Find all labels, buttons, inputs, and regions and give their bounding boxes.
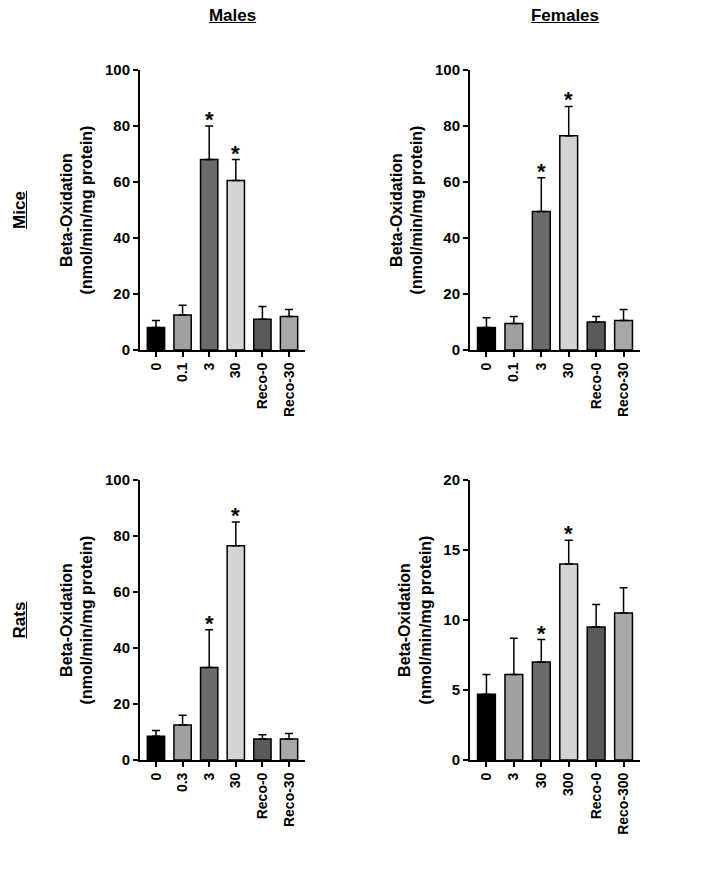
svg-text:30: 30 [560,362,576,378]
svg-text:100: 100 [105,471,130,488]
svg-text:0.1: 0.1 [505,362,521,382]
svg-text:0: 0 [478,362,494,370]
svg-text:0: 0 [122,751,130,768]
svg-text:300: 300 [560,772,576,796]
svg-text:3: 3 [505,772,521,780]
svg-text:5: 5 [452,681,460,698]
html-text:Rats: Rats [10,601,29,639]
svg-text:20: 20 [113,695,130,712]
svg-text:0: 0 [148,362,164,370]
html-text:Mice: Mice [10,191,29,229]
svg-text:100: 100 [435,61,460,78]
svg-text:Reco-30: Reco-30 [615,362,631,417]
svg-text:40: 40 [443,229,460,246]
svg-text:*: * [537,159,546,184]
svg-text:Reco-0: Reco-0 [254,362,270,409]
svg-text:15: 15 [443,541,460,558]
svg-text:*: * [564,521,573,546]
svg-text:Beta-Oxidation(nmol/min/mg pro: Beta-Oxidation(nmol/min/mg protein) [58,536,96,705]
svg-text:Reco-0: Reco-0 [588,772,604,819]
svg-text:Reco-0: Reco-0 [254,772,270,819]
html-text:Males: Males [208,6,257,25]
svg-text:40: 40 [113,639,130,656]
svg-text:3: 3 [201,772,217,780]
svg-text:*: * [205,611,214,636]
svg-text:Beta-Oxidation(nmol/min/mg pro: Beta-Oxidation(nmol/min/mg protein) [396,536,434,705]
svg-text:80: 80 [113,527,130,544]
svg-text:0: 0 [452,751,460,768]
svg-text:20: 20 [443,471,460,488]
svg-text:20: 20 [113,285,130,302]
svg-text:80: 80 [113,117,130,134]
svg-text:20: 20 [443,285,460,302]
svg-text:100: 100 [105,61,130,78]
svg-text:3: 3 [201,362,217,370]
svg-text:60: 60 [443,173,460,190]
svg-text:Beta-Oxidation(nmol/min/mg pro: Beta-Oxidation(nmol/min/mg protein) [388,126,426,295]
svg-text:Reco-300: Reco-300 [615,772,631,834]
svg-text:Reco-30: Reco-30 [281,362,297,417]
svg-text:60: 60 [113,583,130,600]
svg-text:*: * [231,503,240,528]
svg-text:Reco-0: Reco-0 [588,362,604,409]
svg-text:*: * [231,141,240,166]
svg-text:*: * [205,107,214,132]
svg-text:0: 0 [148,772,164,780]
svg-text:30: 30 [227,362,243,378]
html-text:Females: Females [531,6,599,25]
svg-text:0.1: 0.1 [174,362,190,382]
svg-text:10: 10 [443,611,460,628]
svg-text:0.3: 0.3 [174,772,190,792]
svg-text:0: 0 [478,772,494,780]
svg-text:0: 0 [452,341,460,358]
svg-text:30: 30 [533,772,549,788]
svg-text:Beta-Oxidation(nmol/min/mg pro: Beta-Oxidation(nmol/min/mg protein) [58,126,96,295]
svg-text:60: 60 [113,173,130,190]
svg-text:40: 40 [113,229,130,246]
svg-text:*: * [564,87,573,112]
svg-text:3: 3 [533,362,549,370]
svg-text:30: 30 [227,772,243,788]
svg-text:*: * [537,621,546,646]
svg-text:0: 0 [122,341,130,358]
svg-text:Reco-30: Reco-30 [281,772,297,827]
svg-text:80: 80 [443,117,460,134]
